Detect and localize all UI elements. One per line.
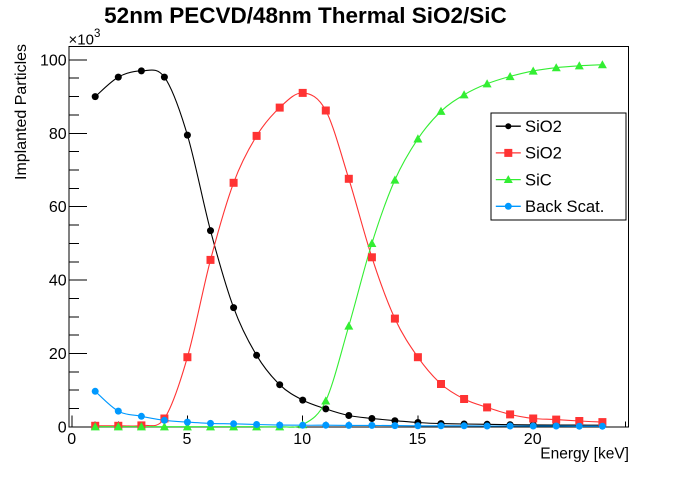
svg-text:15: 15 xyxy=(409,431,427,448)
svg-text:20: 20 xyxy=(524,431,542,448)
svg-text:0: 0 xyxy=(58,419,67,436)
svg-text:100: 100 xyxy=(40,52,67,69)
svg-text:×103: ×103 xyxy=(69,28,101,49)
svg-text:5: 5 xyxy=(182,431,191,448)
svg-text:Back Scat.: Back Scat. xyxy=(525,197,604,216)
svg-text:SiO2: SiO2 xyxy=(525,144,562,163)
svg-text:SiC: SiC xyxy=(525,170,552,189)
svg-text:52nm PECVD/48nm Thermal SiO2/S: 52nm PECVD/48nm Thermal SiO2/SiC xyxy=(104,3,507,28)
svg-text:Implanted Particles: Implanted Particles xyxy=(13,44,30,180)
svg-text:10: 10 xyxy=(293,431,311,448)
svg-text:40: 40 xyxy=(49,273,67,290)
svg-text:20: 20 xyxy=(49,346,67,363)
svg-text:60: 60 xyxy=(49,199,67,216)
svg-text:0: 0 xyxy=(67,431,76,448)
svg-text:Energy [keV]: Energy [keV] xyxy=(540,445,629,462)
svg-text:80: 80 xyxy=(49,126,67,143)
svg-text:SiO2: SiO2 xyxy=(525,117,562,136)
